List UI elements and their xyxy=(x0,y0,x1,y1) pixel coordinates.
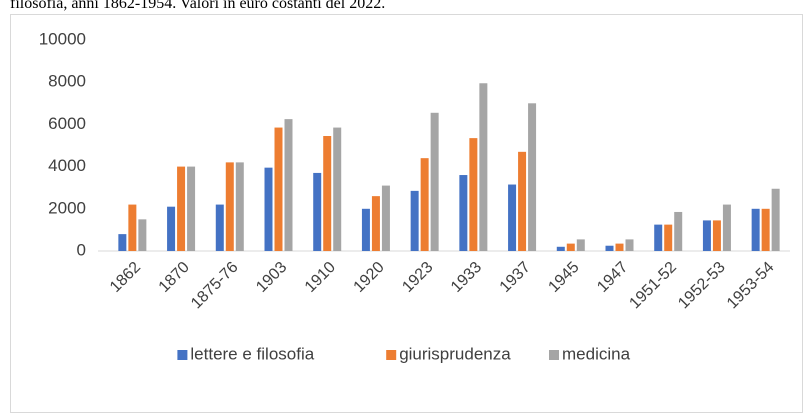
bar xyxy=(264,167,273,251)
bar xyxy=(702,220,711,251)
bar xyxy=(625,239,634,251)
bar xyxy=(118,234,127,251)
y-tick-label: 8000 xyxy=(48,72,86,91)
bar xyxy=(674,211,683,251)
bar xyxy=(187,166,196,251)
bar xyxy=(323,136,332,251)
bar xyxy=(605,245,614,251)
legend-swatch xyxy=(177,350,188,360)
bar xyxy=(274,127,283,251)
bar xyxy=(576,239,585,251)
caption: filosofia, anni 1862-1954. Valori in eur… xyxy=(10,0,385,12)
bar xyxy=(138,219,147,251)
bar xyxy=(722,204,731,251)
bar xyxy=(430,112,439,251)
chart-frame xyxy=(10,14,803,413)
bar xyxy=(361,208,370,251)
bar xyxy=(225,162,234,251)
bar xyxy=(654,224,663,251)
bar xyxy=(479,83,488,251)
bar xyxy=(771,188,780,251)
legend-swatch xyxy=(549,350,559,360)
legend-label: medicina xyxy=(562,344,631,363)
bar xyxy=(664,224,673,251)
y-tick-label: 2000 xyxy=(48,198,86,217)
bar xyxy=(615,243,624,251)
bar xyxy=(761,208,770,251)
y-tick-label: 0 xyxy=(77,240,86,259)
bar xyxy=(333,127,342,251)
y-tick-label: 4000 xyxy=(48,156,86,175)
bar xyxy=(459,175,468,251)
bar xyxy=(556,246,565,251)
bar xyxy=(518,151,527,251)
y-tick-label: 6000 xyxy=(48,114,86,133)
bar xyxy=(371,196,380,251)
bar xyxy=(215,204,224,251)
bar xyxy=(235,162,244,251)
legend-label: lettere e filosofia xyxy=(190,344,314,363)
legend-swatch xyxy=(386,350,397,360)
bar xyxy=(751,208,760,251)
bar xyxy=(420,158,429,251)
bar xyxy=(508,184,517,251)
bar xyxy=(313,172,322,251)
bar xyxy=(528,103,537,251)
bar xyxy=(284,119,293,251)
bar xyxy=(566,243,575,251)
bar xyxy=(167,206,176,251)
bar xyxy=(177,166,186,251)
bar xyxy=(712,220,721,251)
bar xyxy=(410,190,419,251)
y-tick-label: 10000 xyxy=(39,29,86,48)
bar xyxy=(469,138,478,251)
bar xyxy=(128,204,137,251)
bar xyxy=(381,185,390,251)
legend-label: giurisprudenza xyxy=(399,344,511,363)
